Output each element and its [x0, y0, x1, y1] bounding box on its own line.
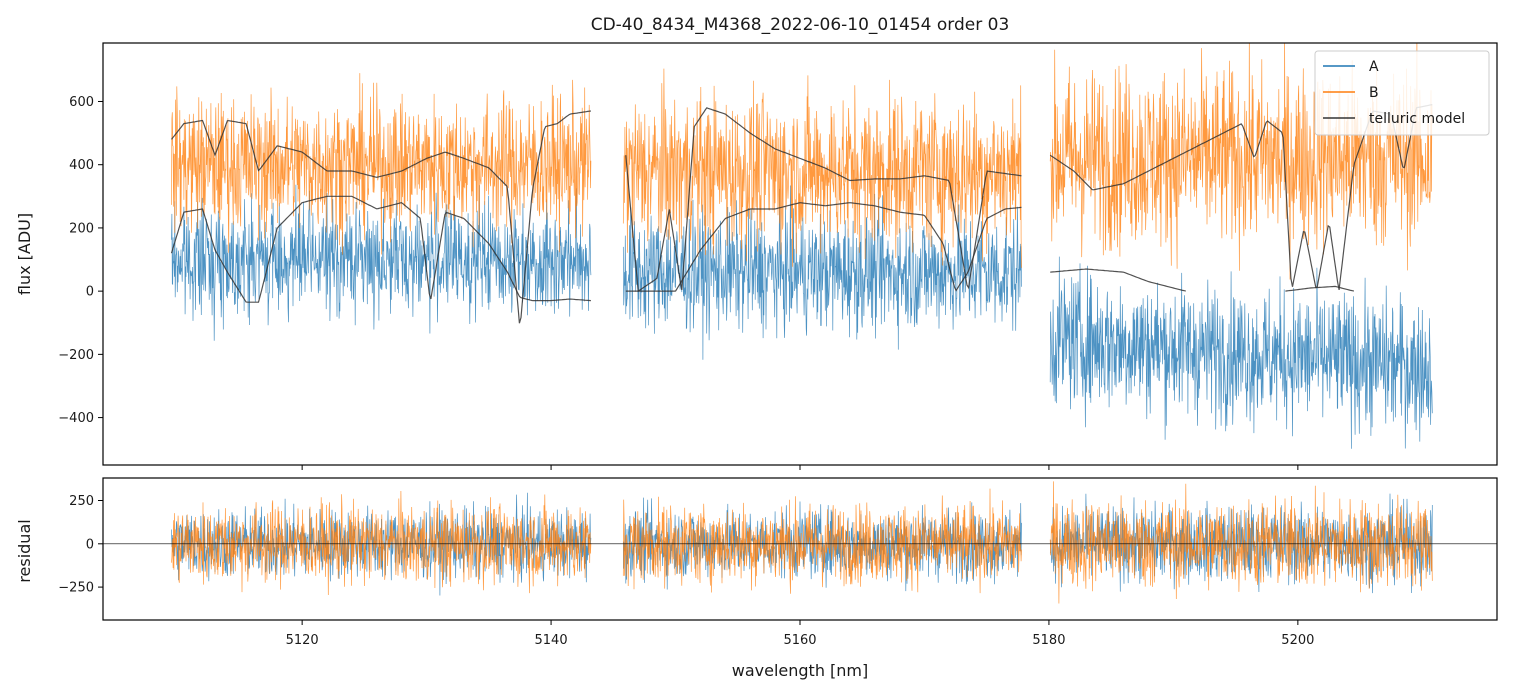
series-b-segment-2	[1049, 43, 1433, 280]
residual-b-segment-0	[171, 490, 592, 596]
residual-b-segment-2	[1049, 481, 1433, 604]
bottom-x-axis: 5120 5140 5160 5180 5200	[286, 620, 1314, 648]
legend-label-a: A	[1369, 59, 1379, 75]
y-tick-label: 200	[69, 221, 94, 236]
x-tick-label: 5200	[1281, 633, 1314, 648]
top-x-axis	[301, 465, 1299, 470]
y-tick-label: −200	[58, 348, 94, 363]
telluric-model-line-3	[625, 107, 1022, 293]
x-axis-label: wavelength [nm]	[732, 661, 869, 680]
top-plot-area	[170, 43, 1433, 449]
bottom-plot-area	[103, 481, 1497, 604]
y-tick-label: 250	[69, 494, 94, 509]
y-tick-label: 0	[86, 285, 94, 300]
bottom-y-axis: −250 0 250	[58, 494, 103, 596]
legend-box	[1314, 50, 1490, 136]
top-y-axis-label: flux [ADU]	[15, 213, 34, 295]
series-a-segment-2	[1049, 256, 1433, 449]
y-tick-label: 400	[69, 158, 94, 173]
x-tick-label: 5140	[535, 633, 568, 648]
x-tick-label: 5160	[783, 633, 816, 648]
bottom-y-axis-label: residual	[15, 519, 34, 582]
series-a-segment-1	[622, 185, 1022, 360]
y-tick-label: 0	[86, 537, 94, 552]
legend-label-b: B	[1369, 85, 1379, 101]
legend: A B telluric model	[1314, 50, 1490, 136]
x-tick-label: 5120	[286, 633, 319, 648]
telluric-model-line-4	[1050, 268, 1186, 292]
series-b-segment-1	[622, 68, 1022, 268]
telluric-model-line-0	[170, 195, 591, 303]
series-b-segment-0	[171, 73, 592, 255]
top-panel: −400 −200 0 200 400 600 flux [ADU] A B tellur…	[15, 42, 1498, 470]
residual-b-segment-1	[622, 488, 1022, 594]
x-tick-label: 5180	[1032, 633, 1065, 648]
series-a-segment-0	[171, 184, 592, 341]
chart-title: CD-40_8434_M4368_2022-06-10_01454 order …	[591, 15, 1010, 35]
y-tick-label: −250	[58, 581, 94, 596]
legend-label-telluric: telluric model	[1369, 111, 1465, 127]
y-tick-label: 600	[69, 95, 94, 110]
telluric-model-line-1	[171, 110, 591, 324]
top-y-axis: −400 −200 0 200 400 600	[58, 95, 103, 426]
y-tick-label: −400	[58, 411, 94, 426]
bottom-panel: −250 0 250 5120 5140 5160 5180 5200 residual w…	[15, 477, 1498, 680]
telluric-model-line-2	[625, 202, 1022, 292]
telluric-model-line-5	[1285, 285, 1355, 292]
